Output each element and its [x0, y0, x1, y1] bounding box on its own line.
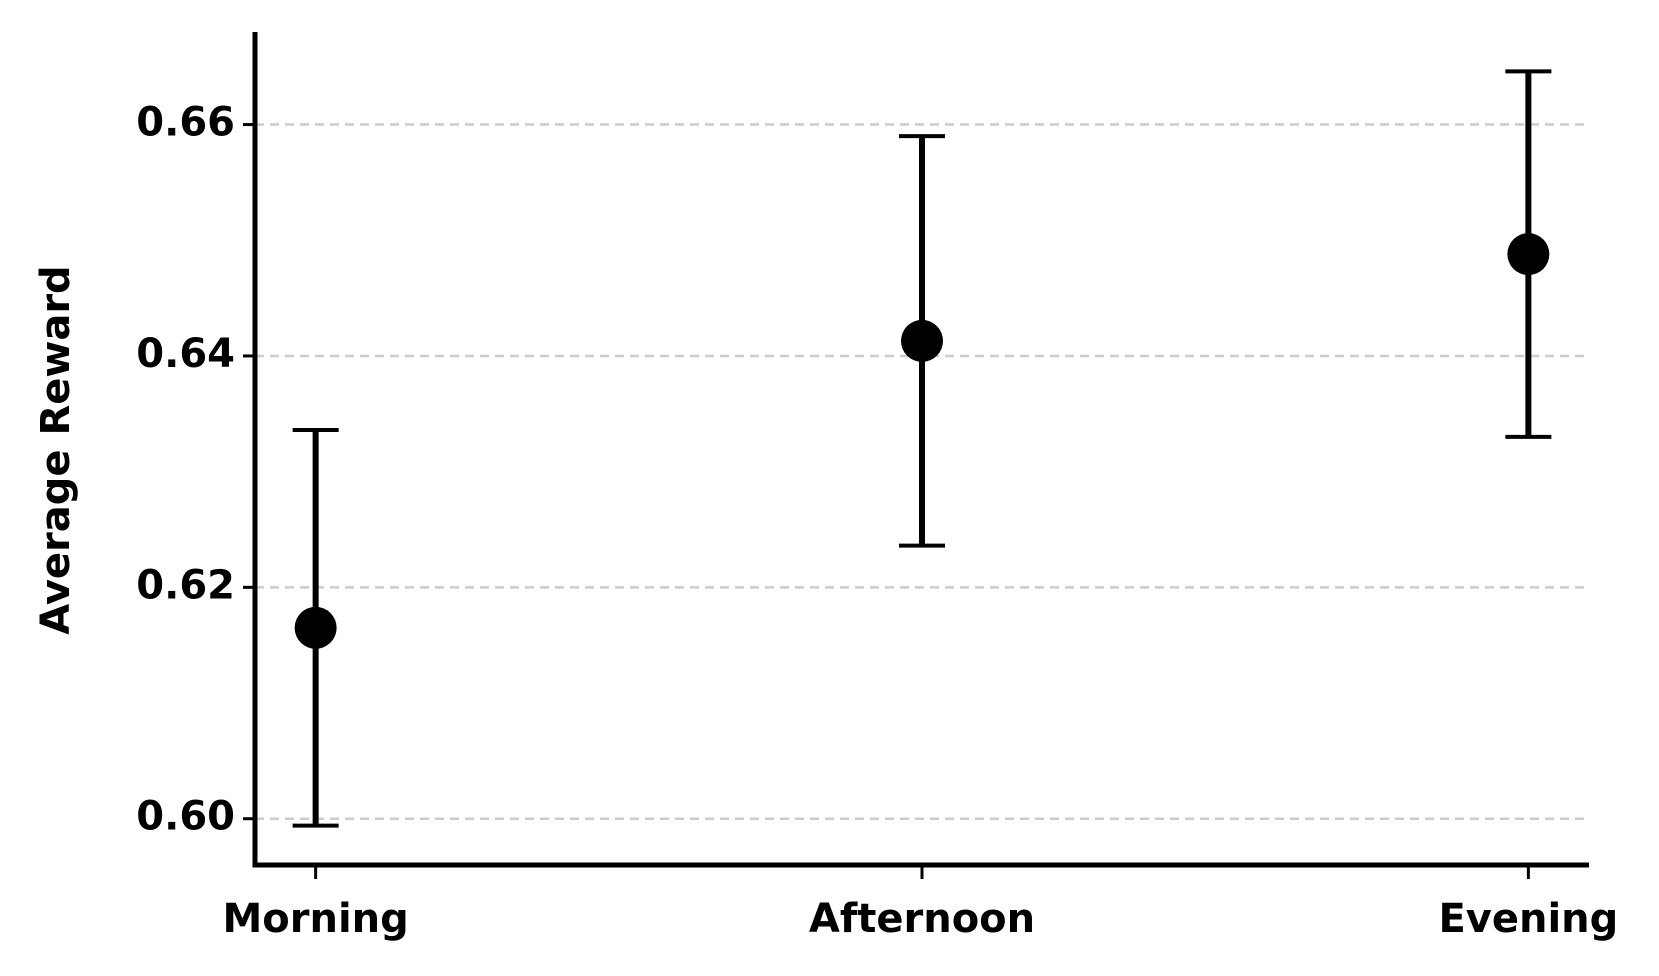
y-tick-label: 0.66 — [136, 100, 235, 146]
y-tick-label: 0.60 — [136, 794, 235, 840]
x-tick-label: Afternoon — [809, 896, 1035, 942]
y-tick-label: 0.64 — [136, 331, 235, 377]
x-tick-label: Evening — [1438, 896, 1618, 942]
point — [294, 606, 337, 649]
y-axis-label: Average Reward — [33, 265, 79, 634]
y-tick-label: 0.62 — [136, 562, 235, 608]
point — [1507, 233, 1550, 276]
point — [901, 319, 943, 362]
x-tick-label: Morning — [222, 896, 408, 942]
